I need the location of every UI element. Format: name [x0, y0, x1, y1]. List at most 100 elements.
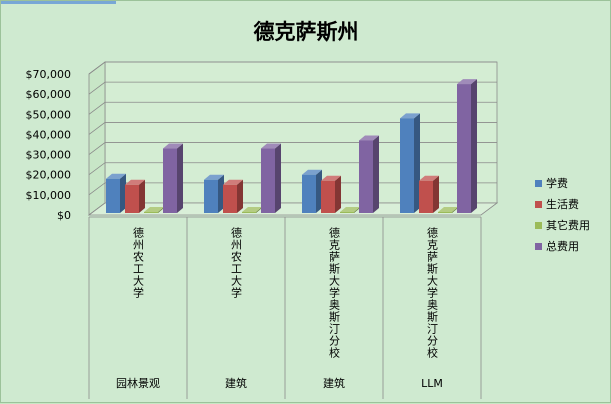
bar-1-3	[419, 175, 439, 213]
bar-side	[471, 79, 477, 213]
bar-2-3	[438, 207, 458, 213]
bar-3-3	[457, 79, 477, 213]
bar-top	[340, 207, 360, 212]
floor	[87, 202, 499, 216]
legend-swatch	[535, 222, 542, 229]
bar-front	[340, 212, 354, 213]
y-tick-label: $20,000	[26, 169, 72, 182]
bar-side	[218, 174, 224, 213]
bar-top	[204, 174, 224, 180]
bar-top	[163, 143, 183, 149]
bar-front	[400, 118, 414, 213]
bar-side	[316, 169, 322, 213]
legend-label: 学费	[546, 176, 568, 190]
bar-top	[321, 175, 341, 181]
bar-front	[321, 180, 335, 213]
bar-top	[144, 207, 164, 212]
bar-top	[242, 207, 262, 212]
bar-side	[275, 143, 281, 213]
bar-front	[261, 148, 275, 213]
category-major-label: 建筑	[323, 376, 345, 390]
bar-front	[223, 184, 237, 213]
bar-top	[457, 79, 477, 85]
bar-2-0	[144, 207, 164, 213]
bar-side	[452, 207, 458, 213]
bar-1-2	[321, 175, 341, 213]
y-tick-label: $40,000	[26, 128, 72, 141]
bar-3-2	[359, 135, 379, 213]
bar-front	[438, 212, 452, 213]
bar-top	[359, 135, 379, 141]
bar-side	[237, 179, 243, 213]
bar-top	[106, 173, 126, 179]
bar-side	[414, 113, 420, 213]
legend-swatch	[535, 201, 542, 208]
bar-1-0	[125, 179, 145, 213]
bar-front	[242, 212, 256, 213]
bar-3-0	[163, 143, 183, 213]
bar-0-1	[204, 174, 224, 213]
category-major-label: 建筑	[225, 376, 247, 390]
y-tick-label: $60,000	[26, 88, 72, 101]
bar-front	[302, 174, 316, 213]
bar-side	[120, 173, 126, 213]
category-school-label: 德克萨斯大学奥斯汀分校	[328, 226, 341, 359]
legend-label: 其它费用	[546, 218, 590, 232]
category-school-label: 德克萨斯大学奥斯汀分校	[426, 226, 439, 359]
y-tick-label: $30,000	[26, 149, 72, 162]
legend-label: 总费用	[546, 239, 579, 253]
y-axis: $0 $10,000 $20,000 $30,000 $40,000 $50,000 $60…	[26, 68, 72, 222]
gridline	[88, 122, 497, 135]
bar-side	[139, 179, 145, 213]
selection-strip	[1, 1, 116, 4]
bar-side	[256, 207, 262, 213]
gridline	[88, 61, 497, 75]
bar-front	[359, 140, 373, 213]
bar-top	[400, 113, 420, 119]
bar-front	[144, 212, 158, 213]
bar-front	[204, 179, 218, 213]
y-tick-label: $10,000	[26, 189, 72, 202]
bar-top	[223, 179, 243, 185]
bar-top	[438, 207, 458, 212]
y-tick-label: $0	[57, 209, 71, 222]
bar-2-1	[242, 207, 262, 213]
bar-side	[335, 175, 341, 213]
bar-front	[419, 180, 433, 213]
category-major-label: 园林景观	[116, 376, 160, 390]
bar-top	[302, 169, 322, 175]
bar-front	[457, 84, 471, 213]
legend-label: 生活费	[546, 197, 579, 211]
legend-swatch	[535, 180, 542, 187]
bar-front	[125, 184, 139, 213]
gridline	[88, 101, 497, 115]
bar-side	[177, 143, 183, 213]
category-school-label: 德州农工大学	[132, 226, 145, 299]
legend-swatch	[535, 243, 542, 250]
bar-front	[106, 178, 120, 213]
bar-top	[419, 175, 439, 181]
bar-front	[163, 148, 177, 213]
grid-lines	[87, 61, 499, 216]
bar-side	[373, 135, 379, 213]
bar-side	[158, 207, 164, 213]
bar-side	[433, 175, 439, 213]
bar-0-2	[302, 169, 322, 213]
bar-top	[125, 179, 145, 185]
bar-2-2	[340, 207, 360, 213]
y-tick-label: $70,000	[26, 68, 72, 81]
side-wall	[88, 61, 106, 216]
bar-1-1	[223, 179, 243, 213]
gridline	[88, 81, 497, 95]
bar-side	[354, 207, 360, 213]
bars	[106, 79, 477, 213]
category-major-label: LLM	[421, 377, 443, 390]
chart-title: 德克萨斯州	[254, 20, 359, 44]
y-tick-label: $50,000	[26, 108, 72, 121]
bar-top	[261, 143, 281, 149]
bar-0-0	[106, 173, 126, 213]
